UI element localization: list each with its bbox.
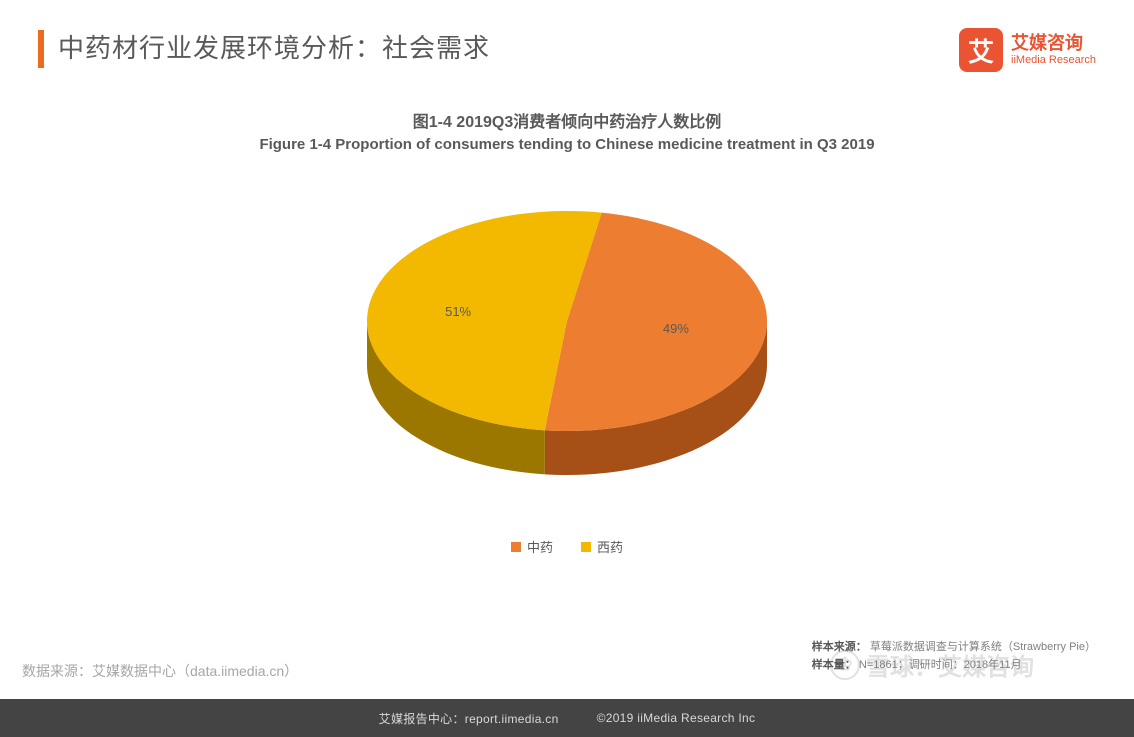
footer-band: 艾媒报告中心：report.iimedia.cn ©2019 iiMedia R… <box>0 699 1134 737</box>
footer-left: 艾媒报告中心：report.iimedia.cn <box>379 710 559 727</box>
legend-item-0: 中药 <box>511 537 553 556</box>
accent-bar <box>38 30 44 68</box>
header: 中药材行业发展环境分析：社会需求 艾 艾媒咨询 iiMedia Research <box>0 0 1134 72</box>
footnotes: 样本来源： 草莓派数据调查与计算系统（Strawberry Pie） 样本量： … <box>812 638 1096 675</box>
logo-text-en: iiMedia Research <box>1011 54 1096 66</box>
svg-text:49%: 49% <box>663 321 689 336</box>
footer-right: ©2019 iiMedia Research Inc <box>597 711 756 725</box>
footnote-size-label: 样本量： <box>812 659 856 671</box>
legend-label-0: 中药 <box>527 537 553 556</box>
footnote-source-label: 样本来源： <box>812 641 867 653</box>
logo-icon: 艾 <box>959 28 1003 72</box>
legend: 中药 西药 <box>0 537 1134 556</box>
brand-logo: 艾 艾媒咨询 iiMedia Research <box>959 28 1096 72</box>
logo-text: 艾媒咨询 iiMedia Research <box>1011 34 1096 66</box>
page-title: 中药材行业发展环境分析：社会需求 <box>58 28 490 65</box>
chart-area: 图1-4 2019Q3消费者倾向中药治疗人数比例 Figure 1-4 Prop… <box>0 108 1134 556</box>
pie-chart: 49% 51% <box>287 171 847 511</box>
title-wrap: 中药材行业发展环境分析：社会需求 <box>38 28 490 68</box>
legend-item-1: 西药 <box>581 537 623 556</box>
footnote-size: 样本量： N=1861；调研时间：2018年11月 <box>812 656 1096 675</box>
logo-text-cn: 艾媒咨询 <box>1011 34 1096 54</box>
legend-label-1: 西药 <box>597 537 623 556</box>
pie-wrap: 49% 51% <box>0 171 1134 511</box>
footnote-size-text: N=1861；调研时间：2018年11月 <box>859 659 1022 671</box>
chart-title-cn: 图1-4 2019Q3消费者倾向中药治疗人数比例 <box>0 108 1134 132</box>
footnote-source: 样本来源： 草莓派数据调查与计算系统（Strawberry Pie） <box>812 638 1096 657</box>
logo-letter: 艾 <box>968 32 994 69</box>
data-source: 数据来源：艾媒数据中心（data.iimedia.cn） <box>22 661 298 681</box>
footer: 艾媒报告中心：report.iimedia.cn ©2019 iiMedia R… <box>0 699 1134 737</box>
legend-swatch-0 <box>511 542 521 552</box>
chart-title-en: Figure 1-4 Proportion of consumers tendi… <box>0 136 1134 153</box>
footnote-source-text: 草莓派数据调查与计算系统（Strawberry Pie） <box>870 641 1096 653</box>
svg-text:51%: 51% <box>445 304 471 319</box>
legend-swatch-1 <box>581 542 591 552</box>
